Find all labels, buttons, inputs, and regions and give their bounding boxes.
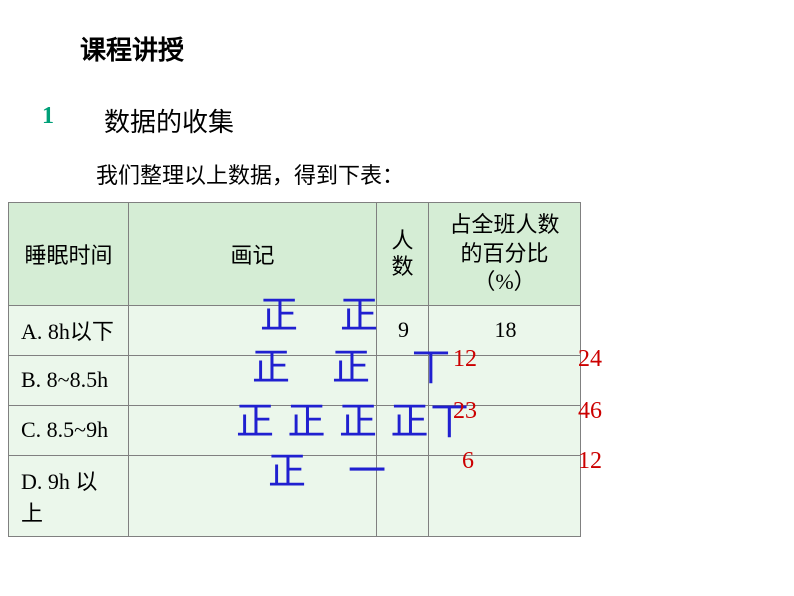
- intro-text: 我们整理以上数据，得到下表：: [96, 158, 404, 190]
- red-annotation: 24: [578, 346, 602, 373]
- section-title: 数据的收集: [104, 102, 234, 139]
- cell-percent: [429, 455, 581, 536]
- slide-title: 课程讲授: [80, 30, 184, 67]
- tally-mark: 正 正: [260, 284, 380, 339]
- cell-label: B. 8~8.5h: [9, 355, 129, 405]
- red-annotation: 6: [462, 448, 474, 475]
- tally-mark: 正 正 丅: [252, 336, 452, 391]
- header-percent: 占全班人数的百分比（%）: [429, 203, 581, 306]
- header-count: 人数: [377, 203, 429, 306]
- tally-mark: 正 一: [268, 440, 388, 495]
- cell-label: D. 9h 以上: [9, 455, 129, 536]
- red-annotation: 23: [453, 398, 477, 425]
- cell-label: A. 8h以下: [9, 305, 129, 355]
- red-annotation: 12: [578, 448, 602, 475]
- section-number: 1: [42, 103, 54, 130]
- red-annotation: 46: [578, 398, 602, 425]
- cell-label: C. 8.5~9h: [9, 405, 129, 455]
- header-time: 睡眠时间: [9, 203, 129, 306]
- tally-mark: 正 正 正 正丅: [236, 390, 471, 445]
- red-annotation: 12: [453, 346, 477, 373]
